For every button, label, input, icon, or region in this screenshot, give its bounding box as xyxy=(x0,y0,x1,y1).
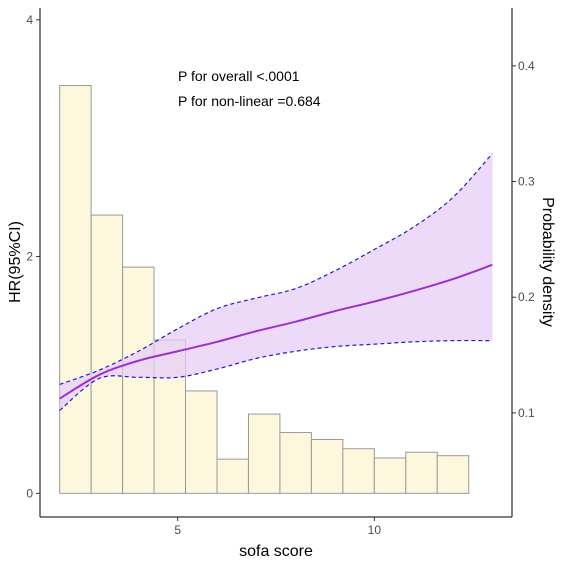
histogram-bar xyxy=(342,448,375,494)
y2-axis-title: Probability density xyxy=(539,197,556,327)
ci-upper-line xyxy=(59,153,493,385)
histogram-bar xyxy=(405,451,438,494)
histogram-bar xyxy=(373,457,407,494)
plot-frame xyxy=(39,8,513,518)
hr-line xyxy=(59,263,493,400)
histogram-bar xyxy=(122,266,155,494)
p-nonlinear-annotation: P for non-linear =0.684 xyxy=(178,93,321,109)
x-axis-ticks: 5 10 xyxy=(174,517,381,537)
y-tick-label: 0 xyxy=(26,486,33,500)
histogram-bar xyxy=(216,458,249,494)
histogram xyxy=(59,85,470,494)
x-axis-title: sofa score xyxy=(239,543,313,560)
y-axis-ticks: 0 2 4 xyxy=(26,13,40,500)
x-tick-label: 10 xyxy=(368,523,382,537)
histogram-bar xyxy=(90,214,124,494)
histogram-bar xyxy=(279,432,312,494)
p-overall-annotation: P for overall <.0001 xyxy=(178,68,300,84)
histogram-bar xyxy=(247,413,281,494)
y-axis-title: HR(95%CI) xyxy=(7,221,24,303)
y2-tick-label: 0.4 xyxy=(518,59,535,73)
ci-band-group xyxy=(59,153,493,411)
histogram-bar xyxy=(59,85,92,494)
ci-band xyxy=(59,153,493,411)
y2-tick-label: 0.1 xyxy=(518,406,535,420)
x-tick-label: 5 xyxy=(174,523,181,537)
histogram-bar xyxy=(185,390,218,494)
y2-tick-label: 0.3 xyxy=(518,175,535,189)
y2-axis-ticks: 0.1 0.2 0.3 0.4 xyxy=(512,59,535,420)
y2-tick-label: 0.2 xyxy=(518,290,535,304)
histogram-bar xyxy=(436,455,470,494)
hr-curve-group xyxy=(59,153,493,411)
y-tick-label: 2 xyxy=(26,250,33,264)
histogram-bar xyxy=(310,438,344,494)
y-tick-label: 4 xyxy=(26,13,33,27)
ci-lower-line xyxy=(59,339,493,411)
